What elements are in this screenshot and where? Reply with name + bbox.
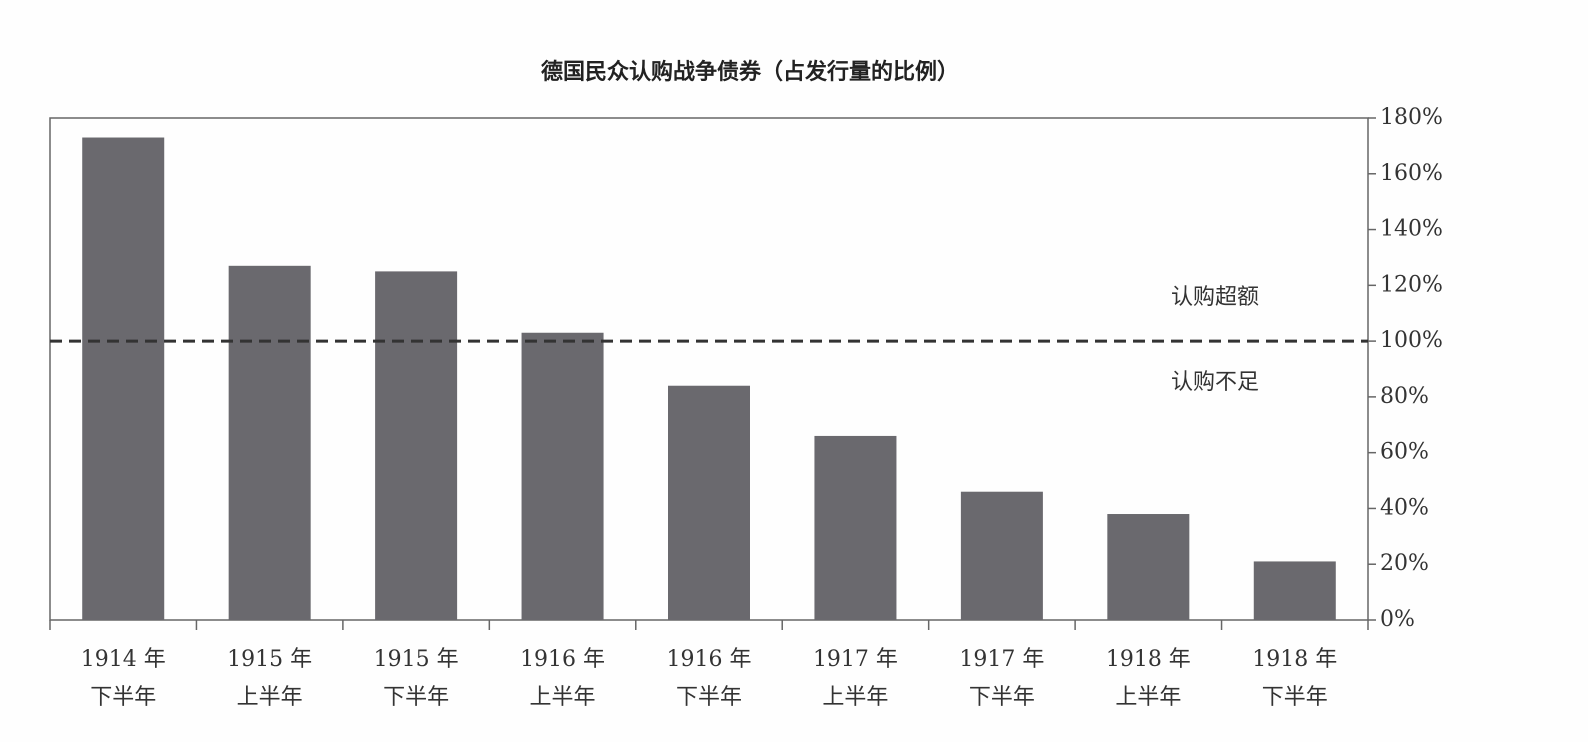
x-tick-label: 1915 年 <box>227 647 312 672</box>
bar <box>1253 561 1336 620</box>
bar <box>375 271 458 620</box>
bar <box>1107 514 1190 620</box>
x-tick-label: 下半年 <box>969 685 1035 710</box>
x-tick-label: 1918 年 <box>1106 647 1191 672</box>
annotation: 认购超额 <box>1171 285 1259 310</box>
annotation: 认购不足 <box>1171 370 1259 395</box>
x-tick-label: 上半年 <box>237 685 303 710</box>
y-tick-label: 0% <box>1380 607 1415 632</box>
bar <box>667 385 751 620</box>
x-tick-label: 下半年 <box>90 685 156 710</box>
y-tick-label: 120% <box>1380 272 1443 297</box>
y-tick-label: 60% <box>1380 440 1429 465</box>
x-tick-label: 1914 年 <box>81 647 166 672</box>
x-tick-label: 上半年 <box>822 685 888 710</box>
bar <box>228 265 311 620</box>
y-tick-label: 80% <box>1380 384 1429 409</box>
x-tick-label: 下半年 <box>676 685 742 710</box>
x-tick-label: 下半年 <box>1262 685 1328 710</box>
bar <box>960 491 1043 620</box>
x-tick-label: 1917 年 <box>959 647 1044 672</box>
bar <box>814 435 897 620</box>
x-tick-label: 1915 年 <box>374 647 459 672</box>
x-tick-label: 1916 年 <box>520 647 605 672</box>
x-tick-label: 1917 年 <box>813 647 898 672</box>
y-tick-label: 180% <box>1380 105 1443 130</box>
bar <box>521 332 604 620</box>
y-tick-label: 140% <box>1380 217 1443 242</box>
y-tick-label: 160% <box>1380 161 1443 186</box>
x-tick-label: 上半年 <box>530 685 596 710</box>
x-tick-label: 1918 年 <box>1252 647 1337 672</box>
y-tick-label: 40% <box>1380 495 1429 520</box>
x-tick-label: 上半年 <box>1115 685 1181 710</box>
chart-title: 德国民众认购战争债券（占发行量的比例） <box>541 59 959 85</box>
bar <box>82 137 165 620</box>
x-tick-label: 1916 年 <box>667 647 752 672</box>
y-tick-label: 20% <box>1380 551 1429 576</box>
y-tick-label: 100% <box>1380 328 1443 353</box>
x-tick-label: 下半年 <box>383 685 449 710</box>
